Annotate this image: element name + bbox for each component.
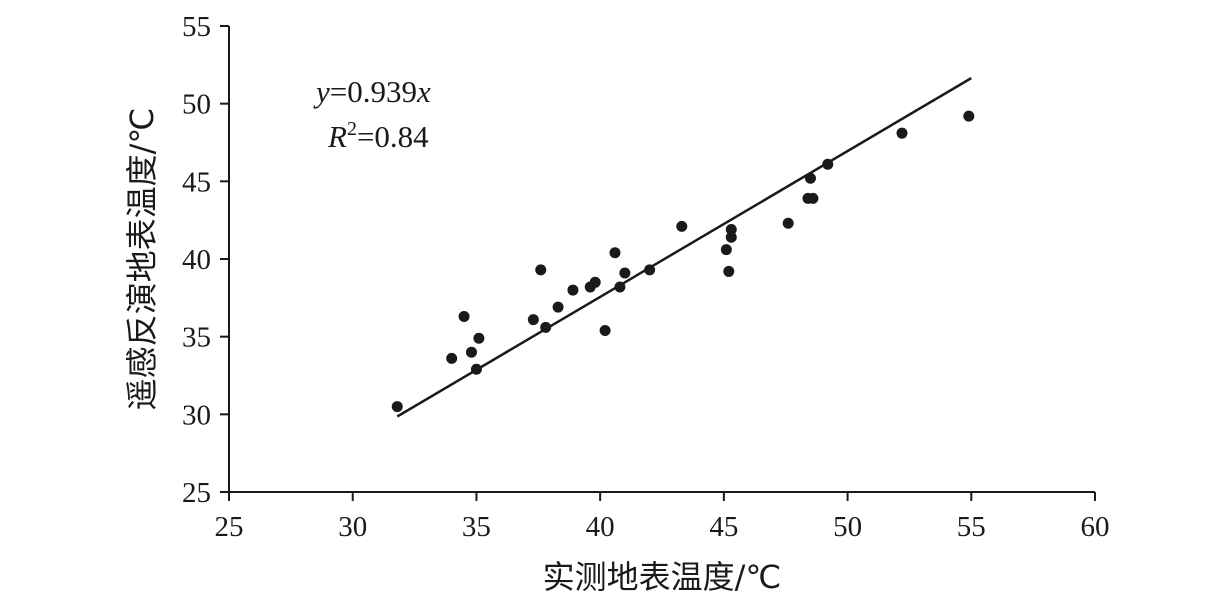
x-axis-title: 实测地表温度/℃ [543,558,782,596]
r-squared-value: =0.84 [357,119,429,154]
y-tick-label-25: 25 [182,477,211,509]
data-point-2 [446,352,458,364]
data-point-17 [619,267,631,279]
data-point-23 [725,223,737,235]
equation-coefficient: =0.939 [330,74,417,109]
data-point-15 [609,247,621,259]
data-point-11 [567,284,579,296]
data-point-30 [963,110,975,122]
data-point-6 [473,332,485,344]
data-point-13 [589,276,601,288]
fit-line-group [396,77,972,418]
data-point-16 [614,281,626,293]
y-ticks: 25 30 35 40 45 50 55 [182,11,229,509]
data-point-8 [535,264,547,276]
data-point-14 [599,324,611,336]
x-tick-label-35: 35 [462,511,491,543]
y-tick-label-30: 30 [182,399,211,431]
data-point-19 [676,220,688,232]
data-point-26 [804,172,816,184]
data-point-24 [782,217,794,229]
data-point-9 [540,321,552,333]
equation-x-var: x [416,74,431,109]
x-ticks: 25 30 35 40 45 50 55 60 [215,492,1110,543]
y-tick-label-55: 55 [182,11,211,43]
data-point-3 [458,310,470,322]
x-tick-label-50: 50 [833,511,862,543]
data-point-21 [723,265,735,277]
data-point-20 [720,244,732,256]
data-point-1 [391,401,403,413]
data-point-10 [552,301,564,313]
r-squared-exponent: 2 [347,118,357,140]
y-tick-label-35: 35 [182,322,211,354]
data-point-27 [807,192,819,204]
x-tick-label-60: 60 [1081,511,1110,543]
equation-y-var: y [313,74,330,109]
data-point-5 [470,363,482,375]
y-tick-label-50: 50 [182,89,211,121]
data-points [391,110,975,413]
data-point-18 [644,264,656,276]
x-tick-label-55: 55 [957,511,986,543]
data-point-22 [725,231,737,243]
x-tick-label-30: 30 [338,511,367,543]
y-tick-label-45: 45 [182,166,211,198]
x-tick-label-25: 25 [215,511,244,543]
y-axis-title: 遥感反演地表温度/℃ [123,108,161,411]
data-point-29 [896,127,908,139]
x-tick-label-40: 40 [586,511,615,543]
regression-equation: y=0.939x [313,74,431,109]
x-tick-label-45: 45 [709,511,738,543]
data-point-28 [822,158,834,170]
y-tick-label-40: 40 [182,244,211,276]
regression-line [396,77,972,418]
data-point-4 [465,346,477,358]
data-point-7 [527,314,539,326]
r-squared: R2=0.84 [327,118,429,154]
r-squared-symbol: R [327,119,347,154]
